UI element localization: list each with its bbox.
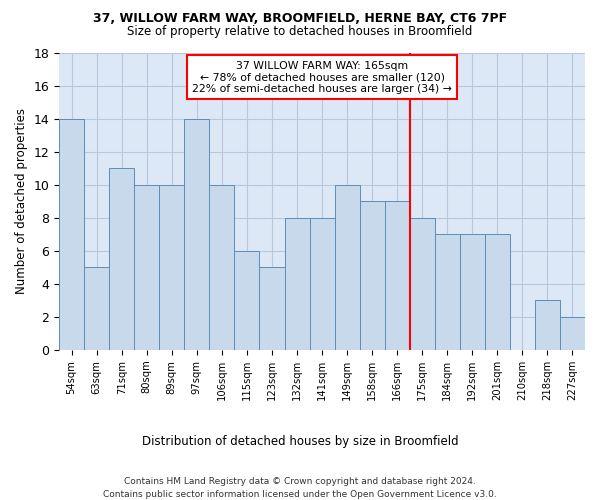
Bar xyxy=(259,268,284,350)
Bar xyxy=(235,251,259,350)
Text: Distribution of detached houses by size in Broomfield: Distribution of detached houses by size … xyxy=(142,435,458,448)
Bar xyxy=(84,268,109,350)
Text: Size of property relative to detached houses in Broomfield: Size of property relative to detached ho… xyxy=(127,25,473,38)
Bar xyxy=(485,234,510,350)
Bar xyxy=(134,184,160,350)
Bar xyxy=(284,218,310,350)
Bar xyxy=(310,218,335,350)
Bar xyxy=(435,234,460,350)
Bar xyxy=(109,168,134,350)
Text: 37 WILLOW FARM WAY: 165sqm
← 78% of detached houses are smaller (120)
22% of sem: 37 WILLOW FARM WAY: 165sqm ← 78% of deta… xyxy=(192,61,452,94)
Bar xyxy=(385,201,410,350)
Y-axis label: Number of detached properties: Number of detached properties xyxy=(15,108,28,294)
Bar xyxy=(560,317,585,350)
Bar xyxy=(184,118,209,350)
Bar xyxy=(460,234,485,350)
Bar xyxy=(335,184,359,350)
Text: 37, WILLOW FARM WAY, BROOMFIELD, HERNE BAY, CT6 7PF: 37, WILLOW FARM WAY, BROOMFIELD, HERNE B… xyxy=(93,12,507,26)
Bar xyxy=(535,300,560,350)
Bar xyxy=(59,118,84,350)
Bar xyxy=(160,184,184,350)
Text: Contains public sector information licensed under the Open Government Licence v3: Contains public sector information licen… xyxy=(103,490,497,499)
Text: Contains HM Land Registry data © Crown copyright and database right 2024.: Contains HM Land Registry data © Crown c… xyxy=(124,478,476,486)
Bar xyxy=(209,184,235,350)
Bar xyxy=(359,201,385,350)
Bar xyxy=(410,218,435,350)
